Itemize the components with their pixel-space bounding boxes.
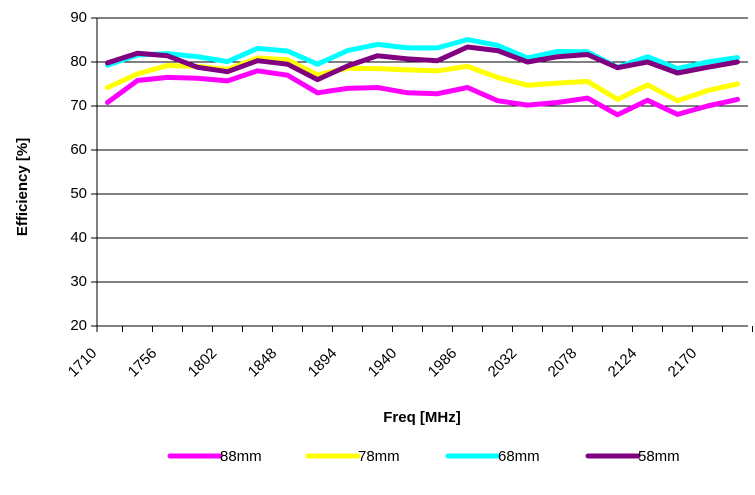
xtick-label-1986: 1986 xyxy=(425,345,461,381)
ytick-label-40: 40 xyxy=(70,229,87,246)
x-tick-labels: 1710 1756 1802 1848 1894 1940 1986 2032 2078 2124… xyxy=(65,345,701,381)
xtick-label-2078: 2078 xyxy=(545,345,581,381)
legend-label-58mm: 58mm xyxy=(638,448,680,465)
x-axis-title: Freq [MHz] xyxy=(383,409,461,426)
series-line-68mm xyxy=(105,37,740,72)
ytick-label-20: 20 xyxy=(70,317,87,334)
xtick-label-2124: 2124 xyxy=(605,345,641,381)
xtick-label-2170: 2170 xyxy=(665,345,701,381)
xtick-label-2032: 2032 xyxy=(485,345,521,381)
xtick-label-1756: 1756 xyxy=(125,345,161,381)
y-tick-labels: 20 30 40 50 60 70 80 90 xyxy=(70,9,87,334)
legend: 88mm 78mm 68mm 58mm xyxy=(167,448,680,465)
ytick-label-50: 50 xyxy=(70,185,87,202)
legend-label-88mm: 88mm xyxy=(220,448,262,465)
xtick-label-1710: 1710 xyxy=(65,345,101,381)
xtick-label-1848: 1848 xyxy=(245,345,281,381)
ytick-label-80: 80 xyxy=(70,53,87,70)
xtick-label-1940: 1940 xyxy=(365,345,401,381)
series-lines xyxy=(105,37,740,118)
axes xyxy=(96,18,753,332)
legend-label-68mm: 68mm xyxy=(498,448,540,465)
series-line-58mm xyxy=(105,44,740,83)
xtick-label-1802: 1802 xyxy=(185,345,221,381)
ytick-label-70: 70 xyxy=(70,97,87,114)
ytick-label-60: 60 xyxy=(70,141,87,158)
ytick-label-30: 30 xyxy=(70,273,87,290)
series-line-88mm xyxy=(105,68,740,118)
legend-label-78mm: 78mm xyxy=(358,448,400,465)
y-axis-title: Efficiency [%] xyxy=(14,138,31,236)
ytick-label-90: 90 xyxy=(70,9,87,26)
xtick-label-1894: 1894 xyxy=(305,345,341,381)
